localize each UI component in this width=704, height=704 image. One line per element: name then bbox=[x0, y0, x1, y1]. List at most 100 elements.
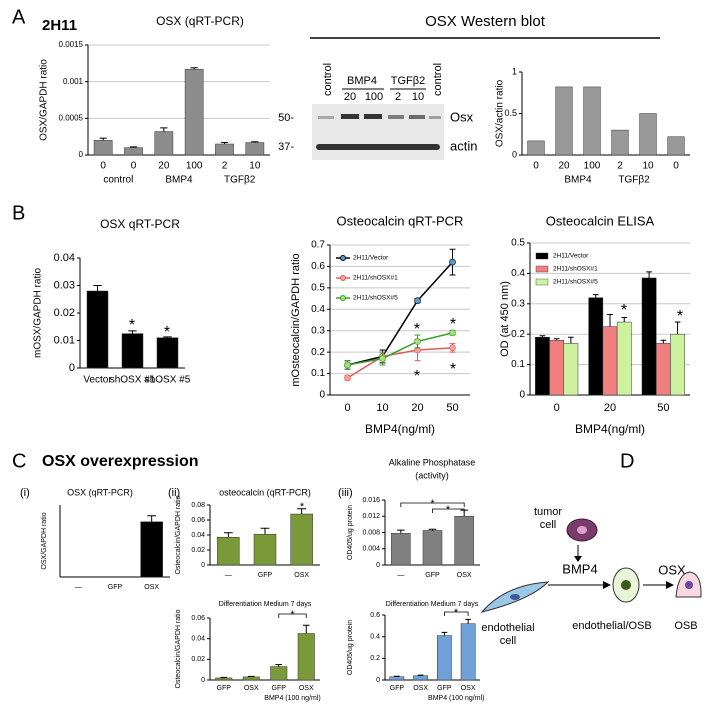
y-tick-label: 0.02 bbox=[191, 547, 205, 554]
significance-bracket bbox=[278, 613, 307, 618]
error-bar bbox=[428, 528, 437, 531]
y-tick-label: 0.012 bbox=[362, 513, 380, 520]
error-bar bbox=[99, 137, 107, 141]
y-tick-label: 0.008 bbox=[362, 529, 380, 536]
mw-marker: 50- bbox=[278, 112, 294, 124]
lane-label: 2 bbox=[395, 91, 401, 103]
bar bbox=[437, 635, 452, 681]
subpanel-label: (ii) bbox=[168, 487, 180, 499]
y-axis-label: mOSX/GAPDH ratio bbox=[33, 268, 44, 358]
bar bbox=[215, 143, 234, 156]
bar bbox=[555, 86, 573, 156]
significance-star: * bbox=[164, 324, 170, 341]
y-tick-label: 0.01 bbox=[54, 334, 75, 346]
bar bbox=[535, 336, 550, 396]
y-tick-label: 0 bbox=[376, 562, 380, 569]
nucleus bbox=[621, 580, 631, 590]
band bbox=[409, 115, 425, 119]
lane-group: BMP4 bbox=[347, 75, 377, 87]
y-tick-label: 0.03 bbox=[54, 279, 75, 291]
error-bar bbox=[394, 675, 400, 677]
chart-title: OSX (qRT-PCR) bbox=[67, 487, 133, 497]
x-tick-label: 10 bbox=[642, 161, 654, 172]
x-tick-label: — bbox=[397, 572, 404, 579]
blot-title: OSX Western blot bbox=[425, 13, 546, 30]
legend-marker bbox=[340, 295, 346, 301]
arrowhead bbox=[666, 581, 674, 589]
error-bar bbox=[251, 141, 259, 143]
legend-marker bbox=[340, 275, 346, 281]
marker bbox=[449, 258, 456, 266]
arrowhead bbox=[574, 556, 582, 562]
bar bbox=[616, 321, 632, 396]
lane-label: 20 bbox=[344, 91, 356, 103]
error-bar bbox=[607, 313, 613, 327]
x-tick-label: GFP bbox=[390, 685, 405, 692]
bar bbox=[527, 140, 545, 156]
series-line bbox=[347, 332, 453, 366]
error-bar bbox=[568, 336, 574, 344]
x-axis-label: BMP4(ng/ml) bbox=[365, 422, 435, 436]
y-axis-label: mOsteocalcin/GAPDH ratio bbox=[290, 253, 302, 386]
error-bar bbox=[646, 271, 652, 278]
y-tick-label: 0 bbox=[201, 677, 205, 684]
y-tick-label: 0.2 bbox=[511, 329, 525, 340]
bar bbox=[217, 537, 240, 566]
x-tick-label: OSX bbox=[457, 572, 472, 579]
marker bbox=[344, 374, 351, 382]
y-axis-label: OD405/ug protein bbox=[347, 620, 354, 675]
error-bar bbox=[297, 508, 307, 514]
y-tick-label: 0.04 bbox=[54, 252, 75, 264]
significance-star: * bbox=[290, 609, 295, 621]
x-tick-label: OSX bbox=[244, 685, 259, 692]
error-bar bbox=[147, 515, 157, 522]
error-bar bbox=[223, 532, 233, 538]
y-tick-label: 0.3 bbox=[511, 298, 525, 309]
y-tick-label: 0 bbox=[376, 677, 380, 684]
y-tick-label: 0.04 bbox=[191, 532, 205, 539]
x-tick-label: 0 bbox=[533, 161, 539, 172]
error-bar bbox=[592, 294, 599, 298]
x-tick-label: OSX bbox=[294, 572, 309, 579]
chart-title: osteocalcin (qRT-PCR) bbox=[219, 487, 311, 497]
y-axis-label: Osteocalcin/GAPDH ratio bbox=[175, 609, 182, 688]
error-bar bbox=[441, 631, 448, 636]
error-bar bbox=[275, 664, 283, 667]
x-tick-label: 2 bbox=[617, 161, 623, 172]
y-axis-label: OD (at 450 nm) bbox=[499, 281, 511, 357]
bar bbox=[670, 333, 685, 396]
western-blot: OSX Western blot control BMP4 20 100 TGF… bbox=[278, 13, 660, 160]
band bbox=[429, 116, 441, 119]
error-bar bbox=[220, 142, 229, 144]
lane-label: 10 bbox=[412, 91, 424, 103]
bar bbox=[639, 113, 657, 156]
y-tick-label: 0.004 bbox=[362, 546, 380, 553]
bar bbox=[563, 343, 579, 396]
y-tick-label: 0.5 bbox=[311, 282, 325, 293]
band bbox=[364, 114, 382, 119]
error-bar bbox=[674, 321, 681, 335]
x-tick-label: 0 bbox=[100, 161, 106, 172]
marker bbox=[414, 297, 421, 305]
error-bar bbox=[160, 127, 168, 132]
diagram: tumor cell BMP4 OSX endothelial cell end… bbox=[480, 506, 702, 647]
y-tick-label: 0 bbox=[512, 149, 517, 159]
significance-star: * bbox=[446, 504, 451, 516]
bar bbox=[121, 333, 144, 369]
marker bbox=[344, 361, 351, 369]
x-tick-label: shOSX #5 bbox=[145, 375, 191, 386]
y-tick-label: 0.0005 bbox=[59, 113, 84, 122]
bar bbox=[140, 521, 163, 578]
error-bar bbox=[247, 675, 255, 677]
y-tick-label: 0 bbox=[69, 362, 75, 374]
x-tick-label: shOSX #1 bbox=[110, 375, 156, 386]
bar bbox=[253, 534, 277, 566]
legend-label: 2H11/Vector bbox=[353, 255, 389, 262]
x-tick-label: 20 bbox=[558, 161, 570, 172]
y-axis-label: OSX/actin ratio bbox=[495, 79, 506, 147]
marker bbox=[414, 338, 421, 345]
y-tick-label: 0 bbox=[201, 562, 205, 569]
x-tick-label: OSX bbox=[299, 685, 314, 692]
error-bar bbox=[417, 674, 424, 676]
